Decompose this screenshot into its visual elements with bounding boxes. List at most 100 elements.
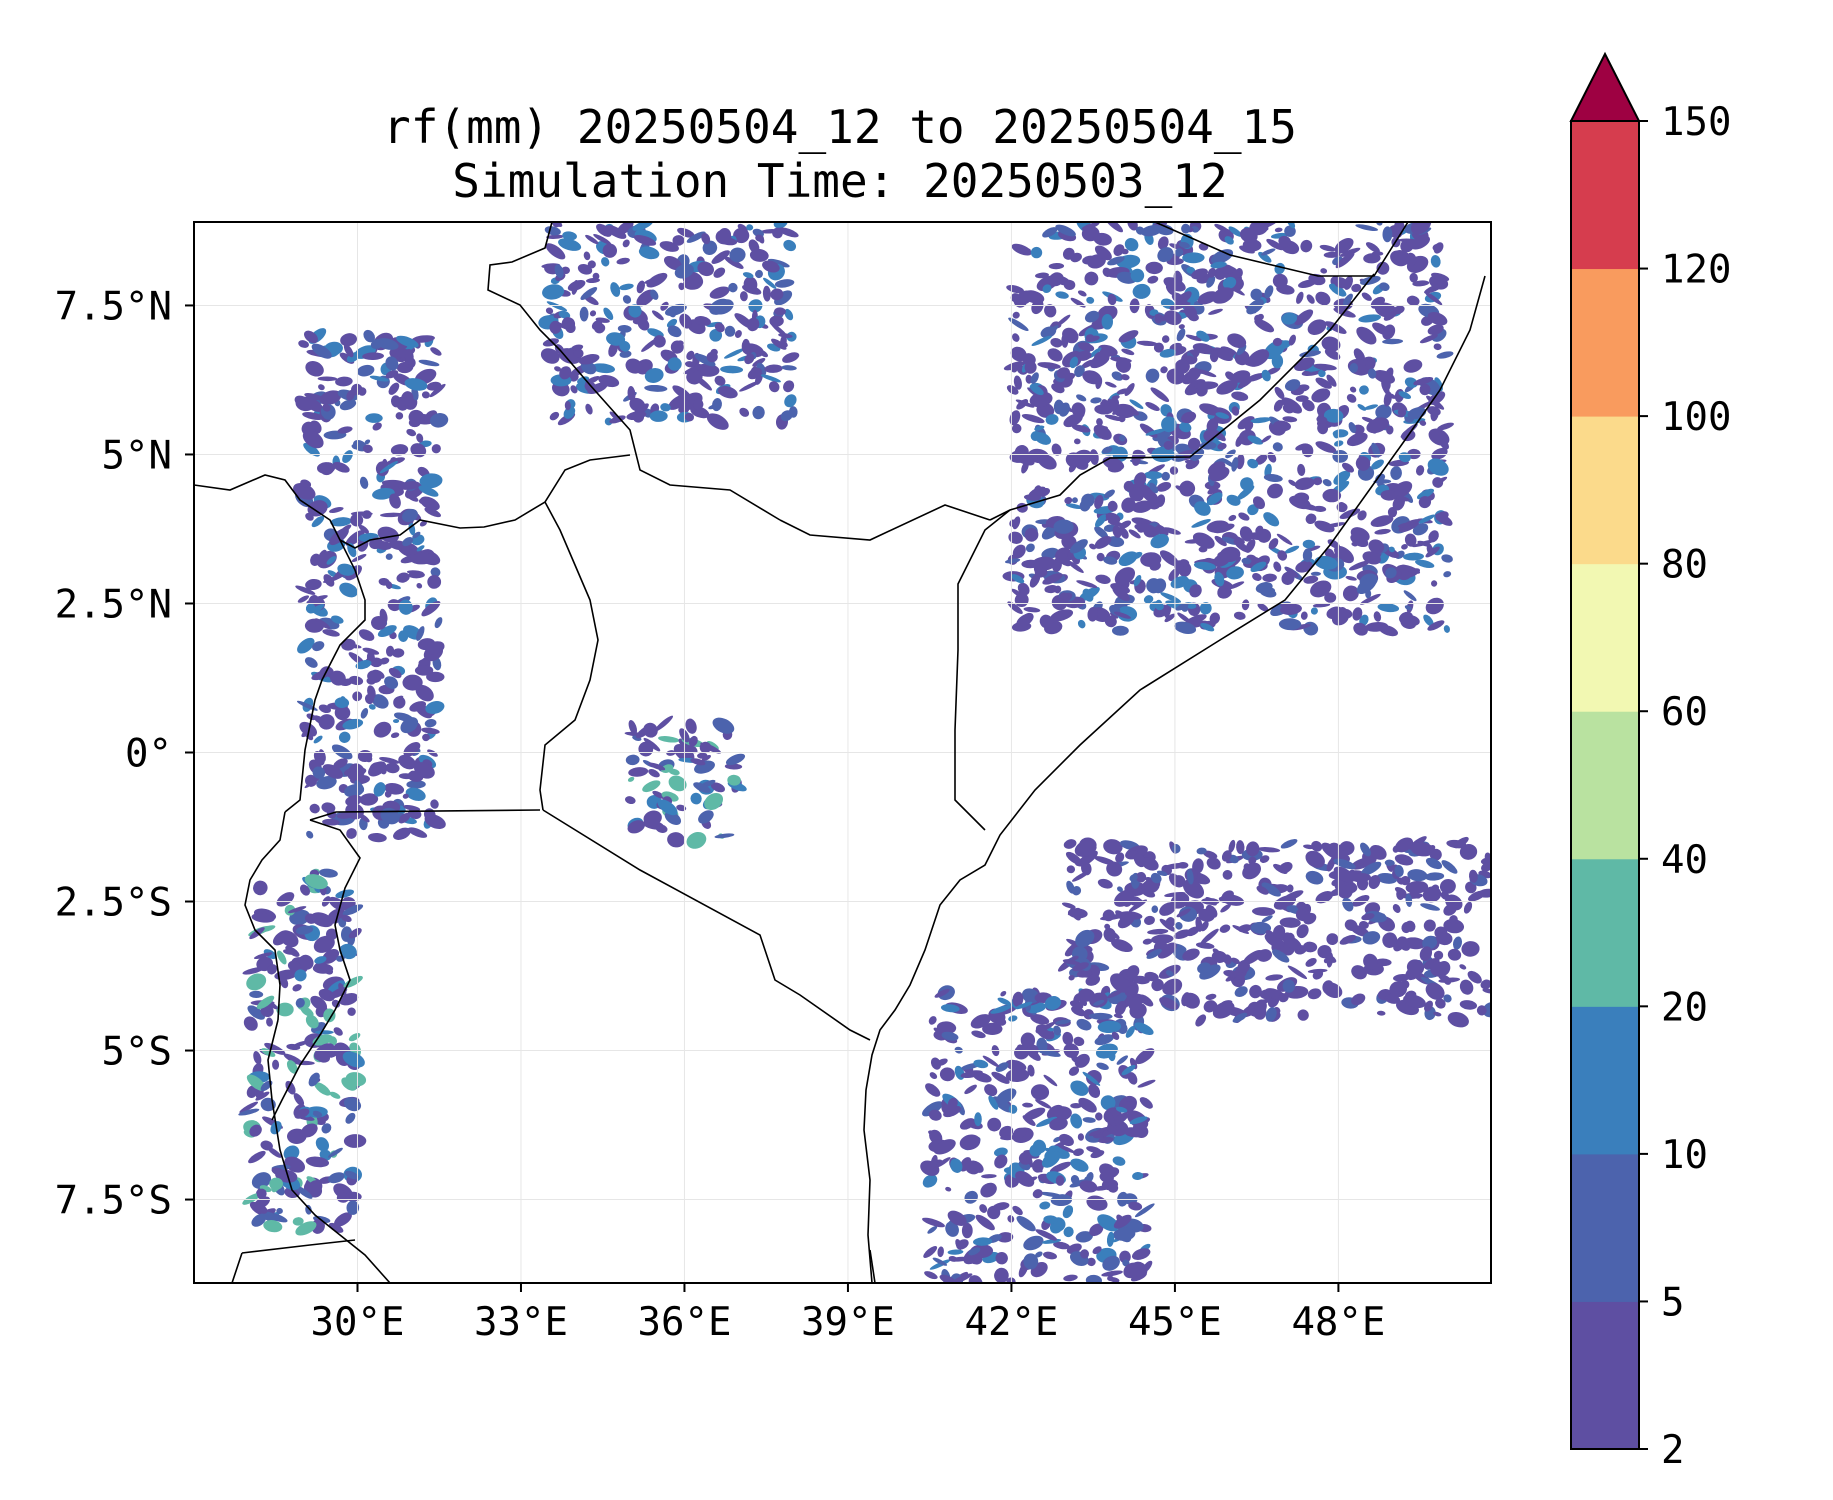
rain-cell — [1400, 875, 1411, 886]
rain-cell — [1090, 397, 1102, 404]
rain-cell — [583, 251, 591, 261]
rain-cell — [950, 1158, 963, 1173]
rain-cell — [1102, 345, 1111, 358]
rain-cell — [328, 1172, 345, 1184]
rain-cell — [1060, 280, 1075, 286]
rain-cell — [755, 234, 763, 242]
rain-cell — [1070, 297, 1086, 308]
rain-cell — [346, 389, 356, 401]
rain-cell — [1215, 412, 1230, 419]
rain-cell — [334, 705, 351, 721]
rain-cell — [1039, 1021, 1056, 1032]
rain-cell — [970, 1014, 991, 1029]
rain-cell — [1071, 886, 1082, 896]
rain-cell — [1228, 839, 1236, 853]
rain-cell — [649, 410, 668, 422]
rain-cell — [1055, 1019, 1071, 1025]
rain-cell — [1089, 449, 1099, 465]
rain-cell — [326, 556, 337, 565]
colorbar-tick-label: 20 — [1661, 985, 1708, 1030]
rain-cell — [1244, 421, 1254, 432]
rain-cell — [305, 603, 316, 614]
rain-cell — [1012, 333, 1020, 342]
rain-cell — [1303, 912, 1317, 925]
rain-cell — [385, 762, 400, 774]
rain-cell — [1016, 1215, 1036, 1232]
rain-cell — [1008, 1104, 1018, 1114]
rain-cell — [1389, 981, 1407, 998]
rain-cell — [1174, 359, 1190, 374]
rain-cell — [310, 912, 334, 928]
rain-cell — [347, 1007, 356, 1016]
rain-cell — [1310, 607, 1318, 615]
rain-cell — [1435, 513, 1453, 526]
rain-cell — [1015, 1001, 1033, 1010]
rain-cell — [1406, 959, 1425, 976]
rain-cell — [1238, 512, 1250, 521]
rain-cell — [373, 721, 392, 738]
rain-cell — [945, 1186, 952, 1192]
rain-cell — [310, 553, 322, 566]
rain-cell — [724, 325, 736, 337]
rain-cell — [1159, 902, 1177, 916]
rain-cell — [1334, 238, 1354, 254]
rain-cell — [1235, 268, 1243, 278]
rain-cell — [385, 356, 399, 371]
rain-cell — [1412, 523, 1429, 536]
rain-cell — [1467, 890, 1486, 902]
rain-cell — [997, 997, 1011, 1006]
rain-cell — [1480, 979, 1491, 990]
rain-cell — [322, 403, 331, 412]
rain-cell — [1070, 1158, 1089, 1172]
rain-cell — [348, 927, 362, 939]
rain-cell — [994, 1154, 1008, 1169]
border-kenya-tanzania — [542, 809, 871, 1041]
rain-cell — [1293, 492, 1310, 503]
rain-cell — [652, 790, 666, 799]
rain-cell — [406, 428, 417, 437]
rain-cell — [1283, 935, 1302, 950]
rain-cell — [1047, 348, 1063, 362]
rain-cell — [1055, 1175, 1065, 1186]
rain-cell — [1211, 249, 1234, 264]
rain-cell — [987, 1117, 1002, 1132]
rain-cell — [1066, 865, 1076, 874]
rain-cell — [393, 827, 411, 840]
rain-cell — [1377, 603, 1400, 613]
rain-cell — [1231, 391, 1249, 401]
rain-cell — [425, 701, 445, 714]
rain-cell — [1141, 1260, 1153, 1273]
rain-cell — [1250, 561, 1267, 573]
rain-cell — [1207, 267, 1217, 278]
rain-cell — [995, 1017, 1007, 1026]
rain-cell — [311, 516, 325, 528]
rain-cell — [1079, 499, 1091, 512]
rain-cell — [1174, 248, 1184, 257]
rain-cell — [370, 338, 384, 349]
rain-cell — [1031, 335, 1052, 346]
rain-cell — [1093, 232, 1112, 246]
coastline — [863, 275, 1486, 1283]
rain-cell — [997, 1232, 1014, 1243]
rain-cell — [714, 833, 735, 839]
rain-cell — [1078, 1097, 1097, 1113]
rain-cell — [1404, 605, 1412, 611]
rain-cell — [1476, 1005, 1487, 1016]
rain-cell — [1307, 319, 1327, 336]
rain-cell — [1432, 477, 1444, 488]
rain-cell — [396, 335, 419, 348]
rain-cell — [1315, 441, 1337, 453]
rain-cell — [1113, 1214, 1132, 1229]
x-tick-label: 30°E — [311, 1300, 405, 1345]
rain-cell — [644, 384, 668, 392]
rain-cell — [424, 719, 437, 728]
rain-cell — [764, 364, 783, 373]
rain-cell — [1181, 411, 1197, 424]
rain-cell — [322, 818, 340, 826]
rain-cell — [1228, 226, 1243, 237]
rain-cell — [1104, 615, 1117, 628]
rain-cell — [1067, 908, 1088, 919]
rain-cell — [658, 736, 680, 743]
rain-cell — [1199, 602, 1212, 615]
rain-cell — [923, 1246, 938, 1258]
